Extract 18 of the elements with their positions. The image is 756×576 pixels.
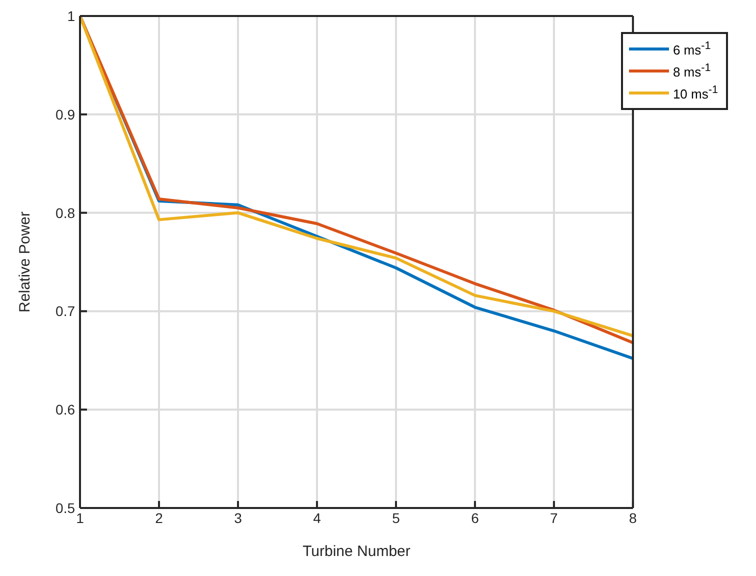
y-tick-label: 1 — [67, 8, 76, 24]
x-tick-label: 5 — [392, 510, 400, 526]
x-tick-label: 7 — [550, 510, 558, 526]
x-tick-label: 2 — [155, 510, 164, 526]
x-tick-label: 3 — [234, 510, 242, 526]
y-tick-label: 0.5 — [56, 500, 76, 516]
legend-label: 10 ms$^{-1}$ — [672, 84, 718, 102]
y-tick-label: 0.9 — [56, 106, 76, 122]
y-axis-title: Relative Power — [16, 212, 34, 312]
y-tick-label: 0.7 — [56, 303, 76, 320]
x-tick-label: 4 — [313, 510, 322, 526]
x-tick-label: 8 — [629, 510, 638, 526]
legend-label: 8 ms$^{-1}$ — [672, 62, 711, 80]
y-tick-label: 0.6 — [56, 402, 76, 418]
x-tick-label: 6 — [471, 510, 480, 526]
y-tick-label: 0.8 — [56, 204, 76, 221]
legend-label: 6 ms$^{-1}$ — [672, 40, 711, 58]
x-axis-title: Turbine Number — [302, 543, 410, 560]
